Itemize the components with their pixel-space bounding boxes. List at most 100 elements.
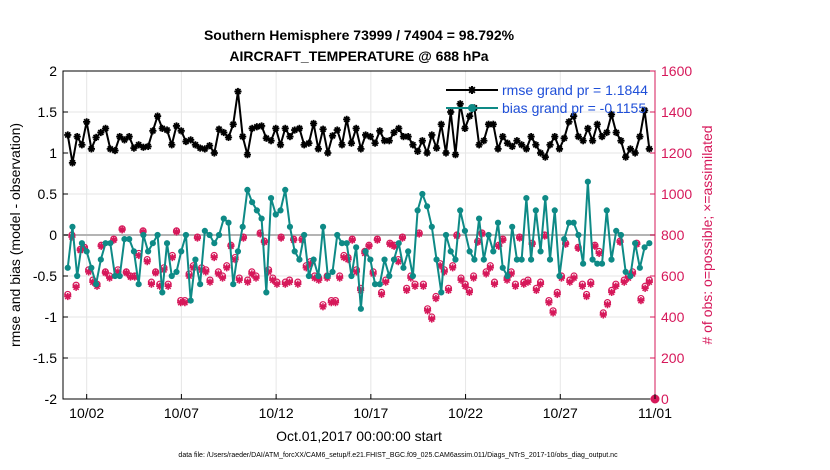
rmse-point [522, 145, 530, 153]
rmse-point [480, 137, 488, 145]
obs-assimilated-point [490, 280, 499, 288]
obs-assimilated-point [415, 230, 423, 238]
obs-assimilated-markers [64, 226, 660, 404]
bias-point [461, 227, 469, 234]
bias-point [428, 223, 435, 230]
bias-point [258, 215, 265, 222]
rmse-point [234, 87, 242, 96]
obs-assimilated-point [482, 270, 490, 278]
bias-point [263, 289, 270, 296]
rmse-point [163, 126, 171, 134]
bias-point [603, 207, 610, 214]
obs-assimilated-point [348, 236, 356, 244]
bias-point [301, 231, 308, 239]
rmse-point [83, 118, 91, 126]
rmse-point [442, 149, 450, 157]
bias-point [215, 231, 223, 239]
bias-point [475, 215, 483, 222]
bias-point [636, 264, 643, 271]
y-tick-label-right: 200 [661, 350, 685, 366]
bias-point [315, 272, 322, 280]
bias-point [83, 248, 90, 255]
bias-point [305, 272, 312, 280]
chart-title-line1: Southern Hemisphere 73999 / 74904 = 98.7… [204, 27, 515, 43]
bias-point [211, 240, 218, 247]
x-tick-label: 11/01 [638, 405, 672, 421]
bias-point [187, 297, 194, 304]
rmse-point [78, 141, 86, 149]
bias-point [149, 240, 156, 247]
bias-point [244, 186, 251, 193]
bias-point [622, 268, 629, 275]
bias-point [419, 190, 426, 198]
obs-assimilated-point [516, 234, 524, 242]
obs-assimilated-point [532, 286, 540, 294]
obs-assimilated-point [260, 238, 268, 246]
rmse-point [626, 145, 635, 153]
obs-assimilated-point [419, 282, 427, 290]
bias-point [329, 268, 336, 275]
bias-point [310, 256, 317, 263]
rmse-point [286, 133, 294, 141]
obs-assimilated-point [210, 253, 218, 262]
obs-assimilated-point [444, 286, 453, 294]
bias-point [584, 178, 591, 185]
obs-assimilated-point [582, 292, 591, 301]
bias-point [239, 223, 246, 230]
rmse-point [248, 124, 256, 132]
obs-assimilated-point [235, 276, 243, 284]
rmse-point [328, 132, 337, 140]
rmse-point [527, 133, 535, 141]
bias-point [334, 231, 341, 239]
obs-assimilated-point [524, 278, 532, 286]
obs-assimilated-point [147, 280, 156, 288]
rmse-point [220, 128, 228, 137]
bias-point [570, 219, 577, 226]
obs-assimilated-point [570, 274, 578, 282]
obs-assimilated-point [202, 268, 210, 276]
rmse-point [385, 137, 393, 145]
y-axis-left-label: rmse and bias (model - observation) [7, 123, 23, 347]
bias-point [485, 231, 492, 239]
bias-point [88, 264, 95, 271]
rmse-point [489, 120, 497, 128]
rmse-point [366, 133, 374, 141]
legend-bias-marker [468, 104, 476, 112]
bias-point [93, 281, 100, 288]
obs-assimilated-point [64, 292, 72, 301]
rmse-point [494, 145, 502, 153]
obs-assimilated-point [118, 226, 126, 234]
rmse-point [267, 137, 275, 145]
obs-assimilated-point [428, 315, 436, 323]
rmse-point [343, 115, 351, 123]
bias-point [206, 231, 213, 239]
bias-point [423, 203, 431, 210]
bias-point [646, 240, 653, 247]
obs-assimilated-point [578, 282, 586, 290]
rmse-point [418, 137, 426, 145]
bias-point [168, 272, 175, 280]
bias-point [608, 256, 615, 263]
bias-point [457, 207, 464, 214]
rmse-point [352, 124, 360, 132]
bias-point [575, 231, 582, 239]
rmse-point [560, 134, 568, 142]
obs-assimilated-point [423, 307, 432, 315]
obs-assimilated-point [511, 282, 520, 290]
rmse-point [187, 136, 195, 144]
bias-point [319, 223, 327, 230]
rmse-point [314, 145, 322, 153]
bias-point [546, 256, 554, 263]
bias-point [78, 240, 86, 247]
obs-assimilated-point [403, 286, 411, 294]
bias-point [159, 289, 166, 296]
bias-line [66, 181, 650, 309]
obs-assimilated-point [486, 264, 494, 272]
bias-point [580, 260, 587, 267]
obs-assimilated-point [72, 283, 80, 291]
bias-point [641, 244, 648, 251]
bias-point [201, 227, 208, 234]
bias-point [145, 248, 152, 255]
rmse-point [120, 136, 129, 144]
rmse-point [224, 133, 233, 142]
